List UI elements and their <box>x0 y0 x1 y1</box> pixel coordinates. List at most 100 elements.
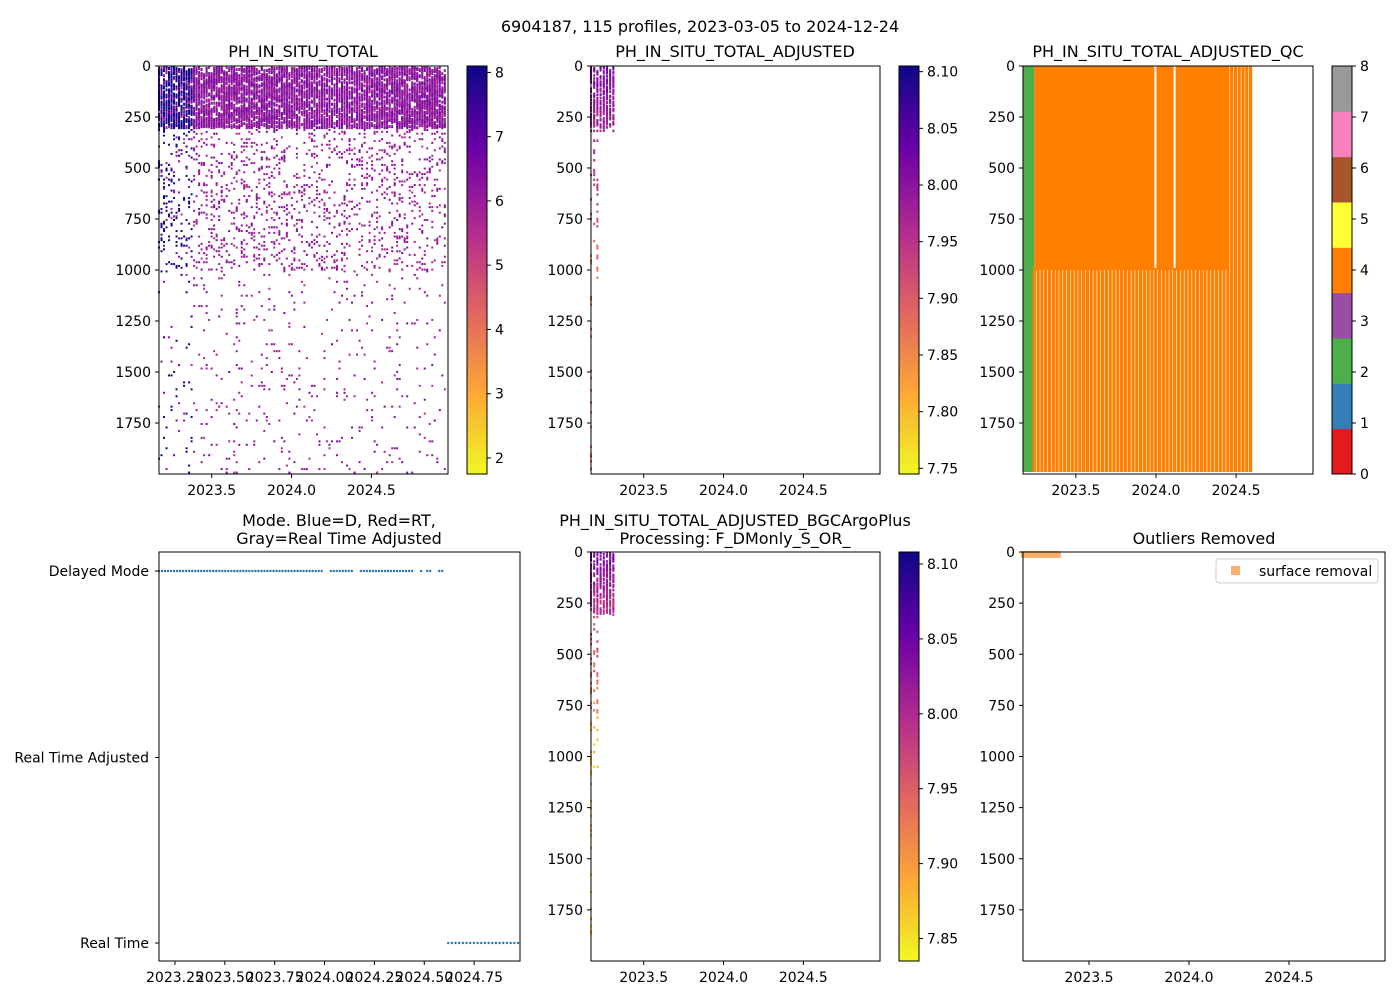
heatmap-cell <box>378 90 381 94</box>
heatmap-cell <box>195 95 198 99</box>
heatmap-cell <box>285 126 288 130</box>
heatmap-cell <box>393 102 396 106</box>
heatmap-cell <box>396 259 399 262</box>
heatmap-cell <box>255 83 258 87</box>
heatmap-cell <box>343 94 346 98</box>
heatmap-cell <box>163 185 166 188</box>
heatmap-cell <box>270 84 273 88</box>
heatmap-cell <box>178 178 181 181</box>
heatmap-cell <box>205 253 208 256</box>
heatmap-cell <box>235 312 238 315</box>
heatmap-cell <box>268 193 271 196</box>
heatmap-cell <box>278 158 281 161</box>
heatmap-cell <box>178 149 181 152</box>
heatmap-cell <box>268 204 271 207</box>
heatmap-cell <box>188 200 191 203</box>
heatmap-cell <box>356 89 359 93</box>
heatmap-cell <box>403 136 406 139</box>
heatmap-cell <box>275 125 278 129</box>
heatmap-cell <box>368 241 371 244</box>
heatmap-cell <box>285 219 288 221</box>
heatmap-cell <box>185 82 188 86</box>
heatmap-cell <box>366 118 369 122</box>
heatmap-cell <box>180 237 183 240</box>
heatmap-cell <box>341 98 344 102</box>
heatmap-cell <box>361 184 364 187</box>
heatmap-cell <box>293 106 296 110</box>
heatmap-cell <box>195 85 198 89</box>
heatmap-cell <box>315 235 318 238</box>
heatmap-cell <box>406 113 409 117</box>
heatmap-cell <box>268 231 271 234</box>
heatmap-cell <box>371 246 374 249</box>
heatmap-cell <box>185 167 188 170</box>
heatmap-cell <box>245 109 248 113</box>
heatmap-cell <box>363 70 366 74</box>
heatmap-cell <box>265 69 268 73</box>
heatmap-cell <box>310 246 313 249</box>
heatmap-cell <box>190 106 193 110</box>
heatmap-cell <box>406 78 409 82</box>
heatmap-cell <box>295 173 298 176</box>
heatmap-cell <box>193 67 196 71</box>
heatmap-cell <box>336 89 339 93</box>
heatmap-cell <box>386 298 389 301</box>
heatmap-cell <box>381 92 384 96</box>
heatmap-cell <box>273 110 276 114</box>
heatmap-cell <box>175 230 178 233</box>
heatmap-cell <box>386 141 389 144</box>
heatmap-cell <box>168 103 171 107</box>
heatmap-cell <box>243 145 246 148</box>
heatmap-cell <box>235 315 238 318</box>
heatmap-cell <box>193 99 196 103</box>
heatmap-cell <box>203 96 206 100</box>
heatmap-cell <box>393 163 396 166</box>
heatmap-cell <box>215 160 218 163</box>
heatmap-cell <box>195 284 198 287</box>
heatmap-cell <box>376 280 379 283</box>
heatmap-cell <box>328 79 331 83</box>
heatmap-cell <box>313 134 316 137</box>
heatmap-cell <box>325 74 328 78</box>
heatmap-cell <box>288 77 291 81</box>
heatmap-cell <box>175 388 178 391</box>
heatmap-cell <box>330 266 333 269</box>
heatmap-cell <box>230 182 233 185</box>
heatmap-cell <box>305 468 308 471</box>
heatmap-cell <box>273 93 276 97</box>
heatmap-cell <box>210 235 213 238</box>
heatmap-cell <box>313 156 316 159</box>
heatmap-cell <box>293 301 296 304</box>
heatmap-cell <box>371 261 374 264</box>
heatmap-cell <box>303 184 306 187</box>
heatmap-cell <box>160 103 163 107</box>
heatmap-cell <box>348 468 351 471</box>
heatmap-cell <box>376 217 379 220</box>
heatmap-cell <box>170 167 173 170</box>
heatmap-cell <box>406 322 409 325</box>
heatmap-cell <box>295 132 298 135</box>
heatmap-cell <box>263 273 266 276</box>
heatmap-cell <box>260 158 263 161</box>
heatmap-cell <box>308 111 311 115</box>
heatmap-cell <box>180 107 183 111</box>
heatmap-cell <box>208 103 211 107</box>
heatmap-cell <box>363 91 366 95</box>
heatmap-cell <box>343 115 346 119</box>
heatmap-cell <box>270 370 273 373</box>
heatmap-cell <box>343 112 346 116</box>
heatmap-cell <box>325 78 328 82</box>
heatmap-cell <box>295 107 298 111</box>
heatmap-cell <box>273 138 276 141</box>
heatmap-cell <box>228 457 231 460</box>
heatmap-cell <box>361 145 364 148</box>
heatmap-cell <box>401 196 404 199</box>
heatmap-cell <box>188 106 191 110</box>
heatmap-cell <box>243 195 246 198</box>
heatmap-cell <box>315 89 318 93</box>
heatmap-cell <box>391 78 394 82</box>
heatmap-cell <box>285 377 288 380</box>
heatmap-cell <box>341 69 344 73</box>
heatmap-cell <box>351 126 354 130</box>
heatmap-cell <box>398 134 401 137</box>
